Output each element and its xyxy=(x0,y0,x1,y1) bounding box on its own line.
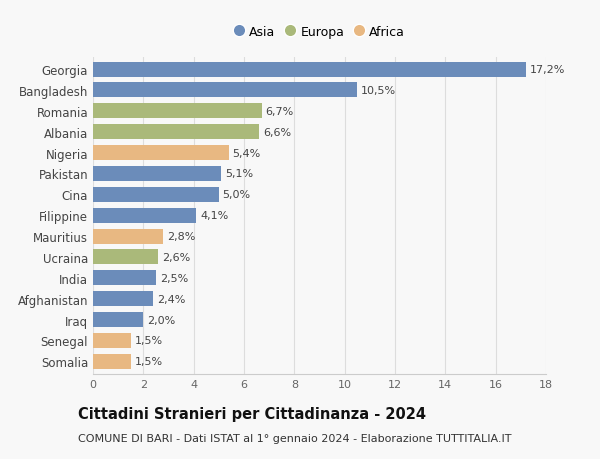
Bar xyxy=(93,167,221,182)
Bar xyxy=(93,333,131,348)
Text: Cittadini Stranieri per Cittadinanza - 2024: Cittadini Stranieri per Cittadinanza - 2… xyxy=(78,406,426,421)
Text: 2,5%: 2,5% xyxy=(160,273,188,283)
Bar xyxy=(93,271,156,286)
Bar xyxy=(93,62,526,78)
Text: 2,8%: 2,8% xyxy=(167,232,196,241)
Text: 17,2%: 17,2% xyxy=(530,65,565,75)
Bar xyxy=(93,208,196,223)
Text: COMUNE DI BARI - Dati ISTAT al 1° gennaio 2024 - Elaborazione TUTTITALIA.IT: COMUNE DI BARI - Dati ISTAT al 1° gennai… xyxy=(78,433,511,443)
Bar xyxy=(93,146,229,161)
Text: 5,1%: 5,1% xyxy=(225,169,253,179)
Bar xyxy=(93,104,262,119)
Text: 1,5%: 1,5% xyxy=(134,336,163,346)
Text: 4,1%: 4,1% xyxy=(200,211,228,221)
Bar xyxy=(93,187,219,202)
Bar xyxy=(93,229,163,244)
Text: 2,4%: 2,4% xyxy=(157,294,185,304)
Bar xyxy=(93,125,259,140)
Text: 2,0%: 2,0% xyxy=(147,315,175,325)
Bar xyxy=(93,291,154,307)
Text: 6,6%: 6,6% xyxy=(263,128,291,137)
Text: 6,7%: 6,7% xyxy=(265,106,293,117)
Text: 5,0%: 5,0% xyxy=(223,190,251,200)
Text: 10,5%: 10,5% xyxy=(361,86,396,96)
Text: 5,4%: 5,4% xyxy=(233,148,261,158)
Text: 1,5%: 1,5% xyxy=(134,357,163,367)
Bar xyxy=(93,313,143,327)
Bar xyxy=(93,354,131,369)
Bar xyxy=(93,250,158,265)
Legend: Asia, Europa, Africa: Asia, Europa, Africa xyxy=(234,26,405,39)
Bar xyxy=(93,83,357,98)
Text: 2,6%: 2,6% xyxy=(162,252,190,263)
